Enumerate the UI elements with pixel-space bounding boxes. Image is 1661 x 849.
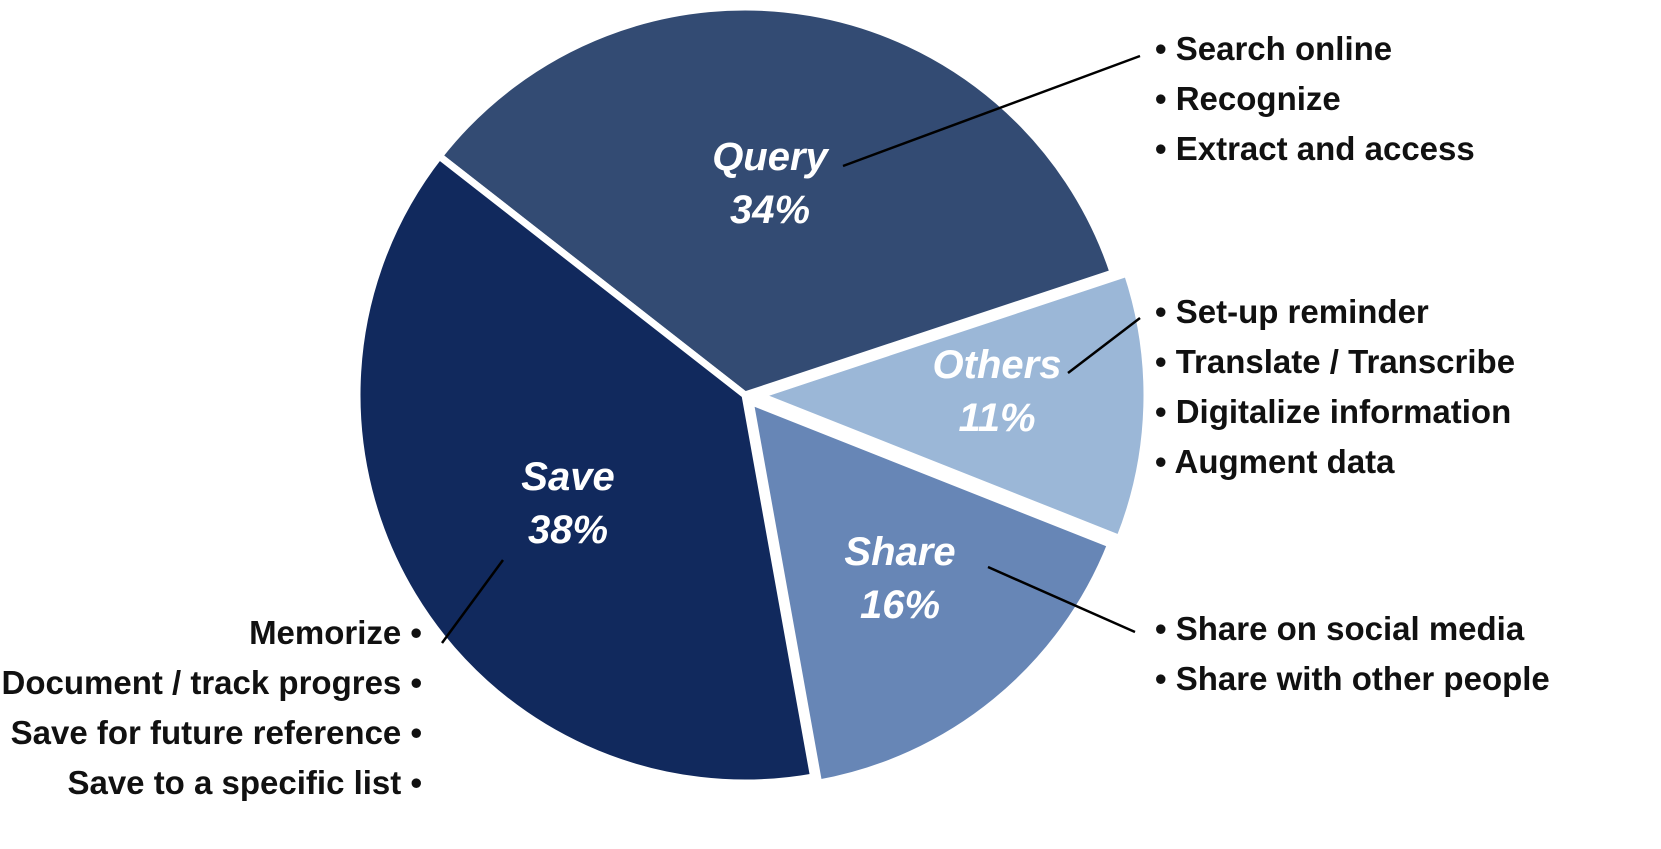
list-item-others: • Augment data xyxy=(1155,443,1395,480)
list-item-save: Memorize • xyxy=(249,614,422,651)
slice-label-others: Others xyxy=(933,343,1062,387)
slice-percent-share: 16% xyxy=(860,583,940,627)
list-item-save: Document / track progres • xyxy=(2,664,423,701)
list-item-query: • Search online xyxy=(1155,30,1392,67)
list-item-share: • Share on social media xyxy=(1155,610,1525,647)
slice-label-query: Query xyxy=(712,135,829,179)
leader-lines xyxy=(440,54,1141,644)
pie-slice-share xyxy=(746,397,1115,787)
slice-label-save: Save xyxy=(521,455,614,499)
slice-percent-query: 34% xyxy=(730,188,810,232)
slice-labels: Query 34% Others 11% Share 16% Save 38% xyxy=(521,135,1061,627)
leader-line-query xyxy=(842,54,1141,168)
pie-slice-query xyxy=(435,3,1117,399)
list-item-query: • Extract and access xyxy=(1155,130,1475,167)
annotation-lists: • Search online • Recognize • Extract and … xyxy=(2,30,1550,801)
pie-slice-others xyxy=(755,269,1151,542)
list-item-save: Save for future reference • xyxy=(11,714,422,751)
pie-slice-save xyxy=(353,152,818,787)
leader-line-share xyxy=(987,565,1136,634)
pie-slices xyxy=(353,3,1151,787)
list-item-share: • Share with other people xyxy=(1155,660,1550,697)
list-item-others: • Digitalize information xyxy=(1155,393,1511,430)
leader-line-others xyxy=(1067,317,1141,374)
leader-line-save xyxy=(440,559,505,644)
list-item-others: • Translate / Transcribe xyxy=(1155,343,1515,380)
list-item-save: Save to a specific list • xyxy=(67,764,422,801)
list-item-others: • Set-up reminder xyxy=(1155,293,1429,330)
slice-label-share: Share xyxy=(844,530,955,574)
slice-percent-others: 11% xyxy=(958,396,1035,440)
slice-percent-save: 38% xyxy=(528,508,608,552)
list-item-query: • Recognize xyxy=(1155,80,1341,117)
